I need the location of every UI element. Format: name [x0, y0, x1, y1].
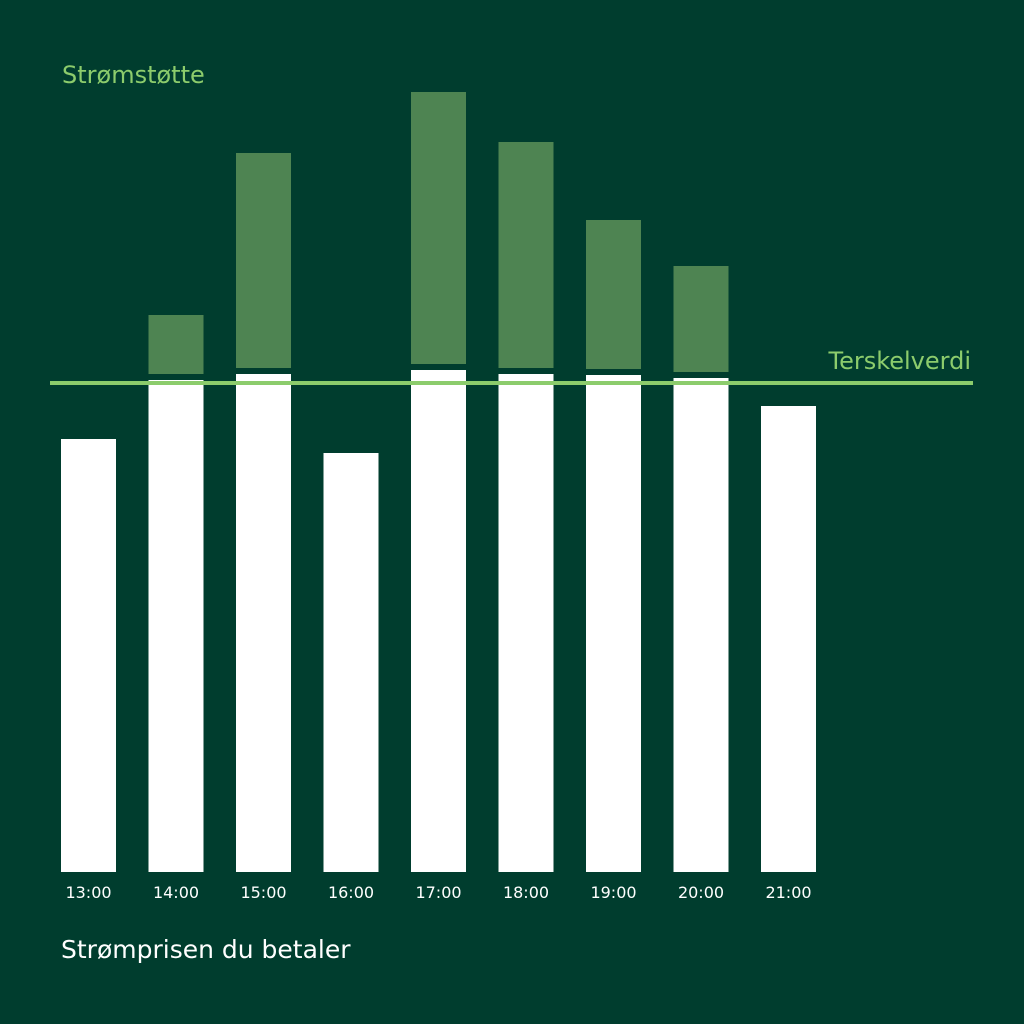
- bar-support-2000: [673, 266, 729, 372]
- x-tick-label: 13:00: [65, 883, 111, 902]
- bar-support-1900: [586, 220, 641, 369]
- x-axis-ticks: 13:00 14:00 15:00 16:00 17:00 18:00 19:00 20:00…: [65, 883, 811, 902]
- x-tick-label: 14:00: [153, 883, 199, 902]
- x-tick-label: 18:00: [503, 883, 549, 902]
- bar-support-1400: [148, 315, 204, 374]
- bar-paid-1300: [61, 439, 116, 872]
- x-tick-label: 16:00: [328, 883, 374, 902]
- bar-paid-1700: [411, 370, 466, 872]
- bar-paid-2100: [761, 406, 816, 872]
- legend-support: Strømstøtte: [62, 61, 205, 89]
- bar-support-1700: [411, 92, 466, 364]
- x-tick-label: 19:00: [590, 883, 636, 902]
- bar-paid-1600: [323, 453, 379, 872]
- bar-paid-2000: [673, 378, 729, 872]
- bar-support-1500: [236, 153, 291, 368]
- bar-paid-1400: [148, 380, 204, 872]
- x-tick-label: 21:00: [765, 883, 811, 902]
- bars-group: [61, 92, 816, 872]
- legend-paid: Strømprisen du betaler: [61, 935, 351, 964]
- x-tick-label: 15:00: [240, 883, 286, 902]
- bar-support-1800: [498, 142, 554, 368]
- x-tick-label: 17:00: [415, 883, 461, 902]
- threshold-label: Terskelverdi: [827, 347, 971, 375]
- bar-paid-1500: [236, 374, 291, 872]
- bar-paid-1900: [586, 375, 641, 872]
- bar-paid-1800: [498, 374, 554, 872]
- x-tick-label: 20:00: [678, 883, 724, 902]
